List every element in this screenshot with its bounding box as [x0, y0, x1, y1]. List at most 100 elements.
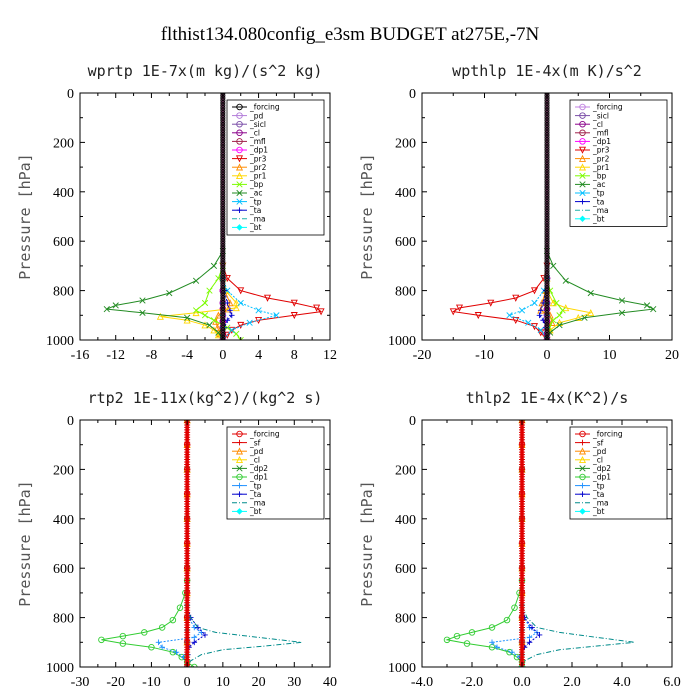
legend-marker — [579, 198, 586, 205]
zero-marker — [220, 142, 226, 148]
zero-marker — [544, 127, 550, 133]
point-pr3 — [530, 323, 539, 331]
point-pr3 — [313, 304, 321, 312]
legend-label: _forcing — [249, 103, 280, 112]
zero-marker — [220, 278, 226, 284]
zero-marker — [220, 327, 226, 333]
y-tick-label: 600 — [395, 562, 416, 577]
point-pr3 — [449, 308, 457, 316]
zero-marker — [220, 159, 226, 165]
zero-marker — [220, 288, 226, 294]
legend-entry: _dp1 — [232, 146, 268, 155]
y-tick-label: 800 — [395, 285, 416, 300]
y-tick-label: 200 — [53, 136, 74, 151]
point-pr1 — [549, 299, 557, 307]
zero-marker — [220, 236, 226, 242]
zero-marker — [544, 258, 550, 264]
point-ta — [537, 307, 544, 314]
legend-label: _tp — [592, 481, 605, 490]
point-ac — [618, 297, 626, 304]
zero-marker — [544, 317, 550, 323]
point-bp — [553, 299, 560, 307]
zero-marker — [220, 199, 226, 205]
x-tick-label: 8 — [291, 348, 298, 363]
zero-marker — [220, 243, 226, 249]
point-ta — [202, 632, 208, 638]
legend-label: _bt — [249, 507, 262, 516]
legend-entry: _cl — [575, 120, 603, 129]
legend-label: _cl — [249, 129, 260, 138]
x-tick-label: 20 — [665, 348, 679, 363]
point-ta — [224, 317, 231, 324]
point-ac — [166, 289, 173, 297]
panel-title: thlp2 1E-4x(K^2)/s — [466, 389, 629, 407]
legend-marker — [579, 129, 586, 137]
zero-marker — [220, 268, 226, 274]
legend-entry: _sicl — [575, 111, 609, 120]
y-tick-label: 0 — [409, 414, 416, 429]
legend-label: _pr3 — [592, 146, 610, 155]
zero-marker — [544, 186, 550, 192]
zero-profile-markers — [519, 420, 525, 667]
point-pr1 — [183, 316, 191, 324]
x-tick-label: 0.0 — [513, 675, 531, 690]
zero-marker — [220, 300, 226, 306]
zero-marker — [544, 179, 550, 185]
zero-marker — [220, 125, 226, 131]
zero-marker — [544, 231, 550, 237]
zero-marker — [220, 265, 226, 271]
point-bp — [550, 317, 557, 324]
legend-entry: _ta — [232, 206, 261, 215]
legend-label: _pr3 — [249, 154, 267, 163]
zero-marker — [220, 102, 226, 108]
legend-marker — [236, 508, 243, 515]
legend-entry: _pd — [575, 447, 607, 456]
zero-marker — [220, 253, 226, 259]
zero-marker — [220, 297, 226, 304]
legend-marker — [578, 146, 587, 154]
legend: _forcing_sicl_cl_mfl_dp1_pr3_pr2_pr1_bp_… — [569, 99, 668, 227]
point-bp — [556, 312, 563, 319]
zero-marker — [220, 305, 226, 311]
zero-marker — [220, 169, 226, 175]
zero-marker — [544, 218, 550, 224]
legend-label: _ma — [592, 499, 609, 508]
zero-marker — [544, 154, 550, 160]
zero-marker — [220, 122, 226, 128]
series-group — [98, 420, 302, 667]
zero-marker — [544, 280, 550, 286]
legend-label: _dp2 — [592, 464, 611, 473]
zero-marker — [220, 179, 226, 185]
legend-entry: _pr2 — [232, 163, 267, 172]
legend-entry: _pr1 — [575, 163, 610, 172]
legend-label: _pr1 — [592, 163, 610, 172]
legend-label: _ac — [592, 180, 605, 189]
zero-marker — [220, 275, 226, 281]
x-tick-label: -4 — [181, 348, 193, 363]
x-tick-label: 10 — [216, 675, 230, 690]
point-ac — [643, 302, 651, 309]
point-bp — [201, 299, 209, 307]
point-ta — [195, 624, 201, 631]
point-ac — [550, 262, 557, 270]
zero-marker — [544, 246, 550, 252]
point-dp1 — [176, 604, 184, 611]
legend-marker — [236, 439, 243, 446]
zero-marker — [544, 144, 550, 150]
point-pr3 — [487, 299, 495, 307]
point-ta — [536, 312, 543, 319]
zero-marker — [544, 283, 550, 289]
point-bp — [206, 287, 213, 294]
point-dp2 — [518, 420, 526, 424]
point-ac — [184, 314, 191, 321]
legend-label: _forcing — [249, 430, 280, 439]
point-pr3 — [530, 287, 539, 295]
legend-label: _pr2 — [249, 163, 267, 172]
x-tick-label: 20 — [252, 675, 266, 690]
legend-label: _sicl — [249, 120, 266, 129]
legend-entry: _cl — [575, 456, 603, 465]
legend-entry: _ac — [232, 189, 262, 198]
point-tp — [489, 639, 495, 646]
zero-marker — [544, 325, 550, 331]
zero-marker — [220, 154, 226, 160]
